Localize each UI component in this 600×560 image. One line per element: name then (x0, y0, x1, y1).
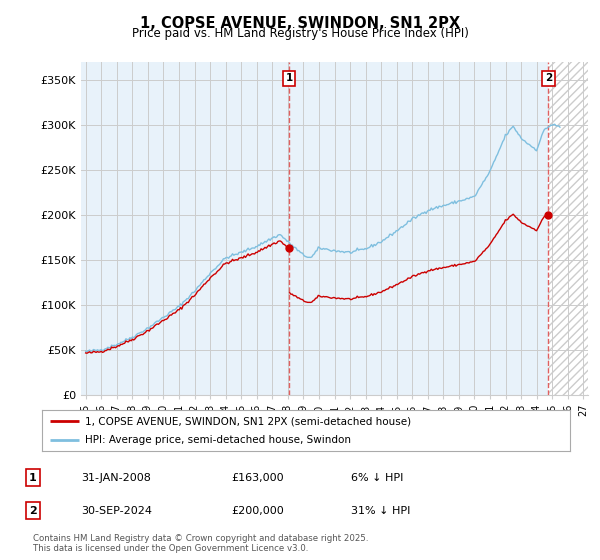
Text: Price paid vs. HM Land Registry's House Price Index (HPI): Price paid vs. HM Land Registry's House … (131, 27, 469, 40)
Text: 6% ↓ HPI: 6% ↓ HPI (351, 473, 403, 483)
Text: 30-SEP-2024: 30-SEP-2024 (81, 506, 152, 516)
Bar (548, 62, 591, 395)
Text: Contains HM Land Registry data © Crown copyright and database right 2025.
This d: Contains HM Land Registry data © Crown c… (33, 534, 368, 553)
Text: £200,000: £200,000 (231, 506, 284, 516)
Text: 31-JAN-2008: 31-JAN-2008 (81, 473, 151, 483)
Text: 31% ↓ HPI: 31% ↓ HPI (351, 506, 410, 516)
Text: HPI: Average price, semi-detached house, Swindon: HPI: Average price, semi-detached house,… (85, 435, 351, 445)
Text: £163,000: £163,000 (231, 473, 284, 483)
Text: 1: 1 (286, 73, 293, 83)
Text: 1, COPSE AVENUE, SWINDON, SN1 2PX: 1, COPSE AVENUE, SWINDON, SN1 2PX (140, 16, 460, 31)
Text: 1: 1 (29, 473, 37, 483)
Text: 2: 2 (545, 73, 552, 83)
Text: 1, COPSE AVENUE, SWINDON, SN1 2PX (semi-detached house): 1, COPSE AVENUE, SWINDON, SN1 2PX (semi-… (85, 417, 412, 426)
Text: 2: 2 (29, 506, 37, 516)
